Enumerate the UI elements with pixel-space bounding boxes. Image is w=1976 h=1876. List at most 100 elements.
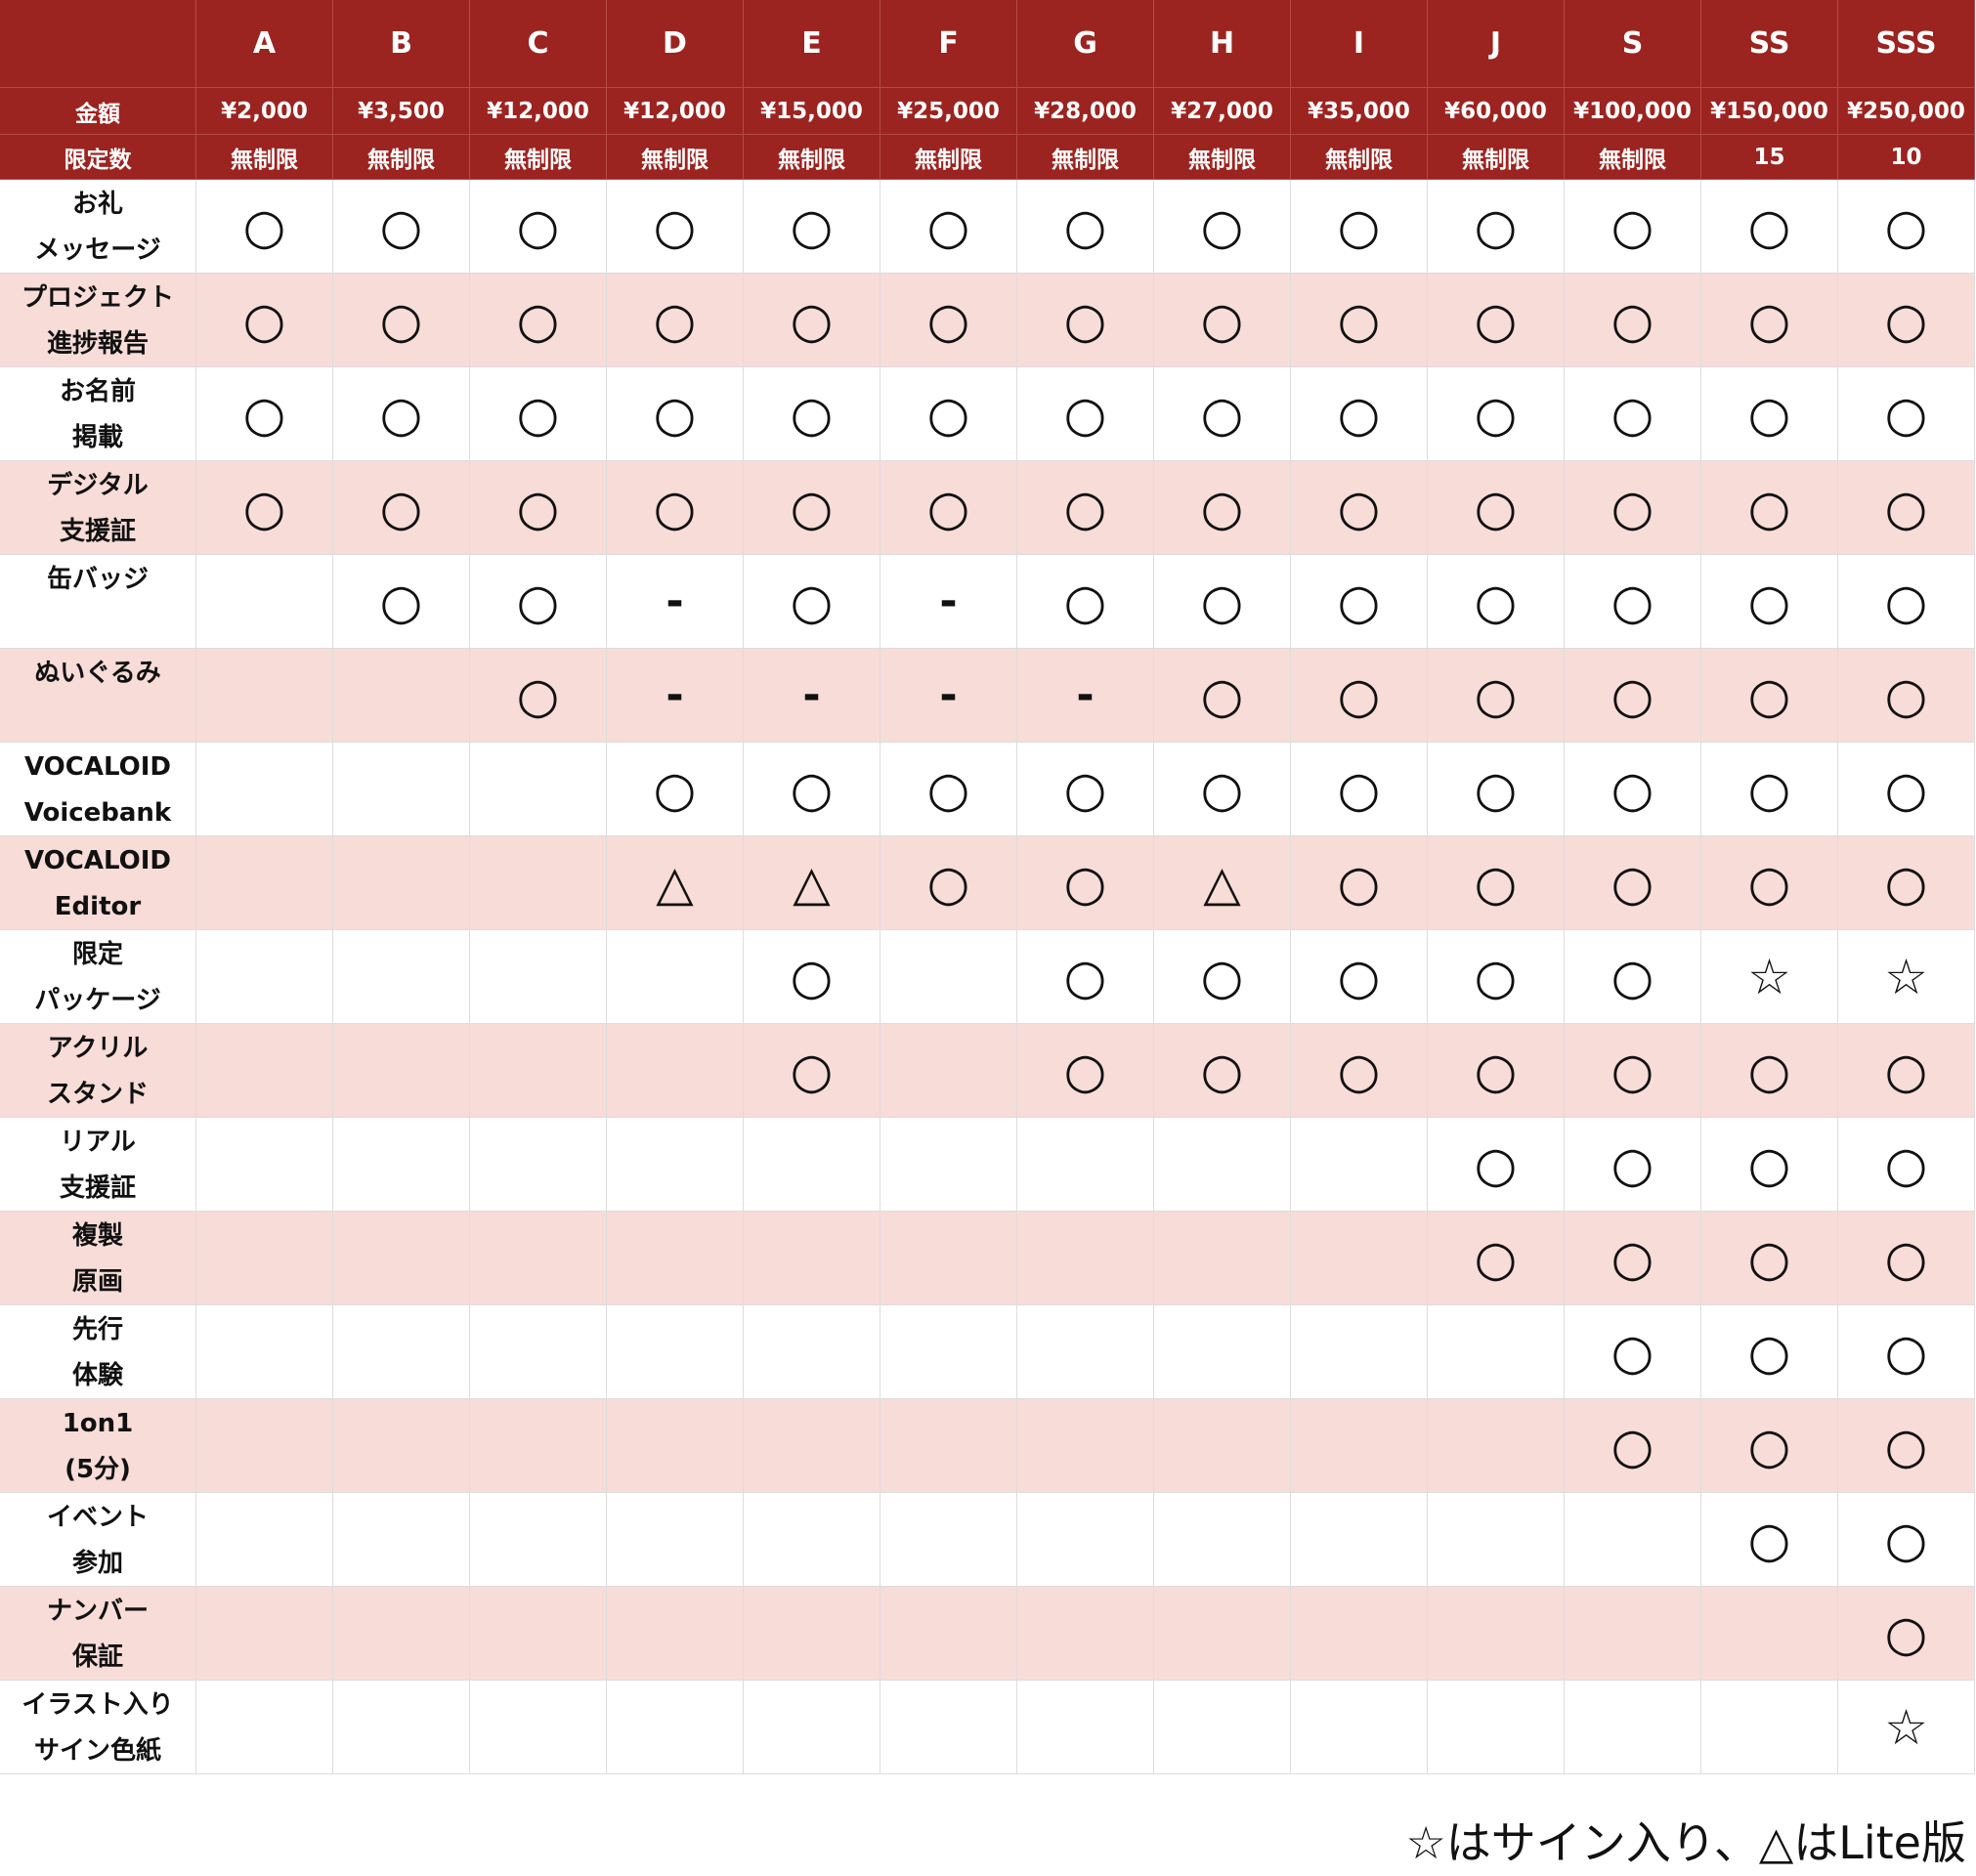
availability-mark: ○ — [470, 555, 607, 649]
availability-mark: ○ — [1701, 180, 1838, 274]
availability-mark: ○ — [470, 461, 607, 555]
empty-cell — [470, 1305, 607, 1399]
empty-cell — [881, 1493, 1017, 1587]
empty-cell — [881, 1681, 1017, 1774]
availability-mark: ○ — [1428, 743, 1565, 836]
availability-mark: ○ — [1565, 649, 1701, 743]
availability-mark: △ — [1154, 836, 1291, 930]
availability-mark: ○ — [1838, 180, 1975, 274]
availability-mark: ☆ — [1838, 930, 1975, 1024]
availability-mark: ○ — [881, 367, 1017, 461]
empty-cell — [196, 1493, 333, 1587]
empty-cell — [1428, 1587, 1565, 1681]
empty-cell — [333, 930, 470, 1024]
availability-mark: - — [881, 649, 1017, 743]
limit: 15 — [1701, 135, 1838, 180]
feature-label-line: メッセージ — [34, 235, 161, 265]
empty-cell — [470, 930, 607, 1024]
availability-mark: ○ — [1428, 1118, 1565, 1212]
availability-mark: ○ — [1017, 367, 1154, 461]
availability-mark: ○ — [1565, 836, 1701, 930]
empty-cell — [333, 1587, 470, 1681]
empty-cell — [1428, 1399, 1565, 1493]
availability-mark: ○ — [1154, 1024, 1291, 1118]
availability-mark: ○ — [1017, 461, 1154, 555]
feature-label-line: 体験 — [71, 1361, 123, 1390]
availability-mark: ○ — [881, 461, 1017, 555]
availability-mark: ○ — [1565, 1399, 1701, 1493]
limit: 無制限 — [1565, 135, 1701, 180]
feature-label-line: お礼 — [71, 190, 123, 219]
limit: 無制限 — [881, 135, 1017, 180]
availability-mark: ○ — [1838, 1212, 1975, 1305]
tier-header: D — [607, 0, 744, 88]
feature-label-line: 進捗報告 — [46, 329, 149, 359]
empty-cell — [470, 1024, 607, 1118]
feature-label-line: デジタル — [47, 471, 149, 500]
availability-mark: ○ — [470, 367, 607, 461]
availability-mark: ○ — [1017, 836, 1154, 930]
availability-mark: ○ — [1428, 555, 1565, 649]
empty-cell — [607, 1118, 744, 1212]
feature-label: 複製 原画 — [0, 1212, 196, 1305]
availability-mark: ○ — [1838, 743, 1975, 836]
availability-mark: ○ — [1838, 555, 1975, 649]
feature-label-line: VOCALOID — [24, 752, 171, 782]
availability-mark: ○ — [1701, 649, 1838, 743]
feature-label-line: 掲載 — [71, 423, 123, 452]
empty-cell — [1291, 1305, 1428, 1399]
empty-cell — [1565, 1587, 1701, 1681]
empty-cell — [1291, 1681, 1428, 1774]
availability-mark: ○ — [1838, 836, 1975, 930]
feature-label-line: ぬいぐるみ — [34, 659, 161, 688]
feature-label-line: Editor — [54, 892, 142, 921]
availability-mark: ○ — [1565, 555, 1701, 649]
empty-cell — [607, 1399, 744, 1493]
availability-mark: ○ — [1565, 367, 1701, 461]
availability-mark: ○ — [1428, 274, 1565, 367]
availability-mark: ○ — [1428, 1212, 1565, 1305]
tier-header: A — [196, 0, 333, 88]
availability-mark: ○ — [1838, 367, 1975, 461]
availability-mark: ○ — [1701, 1118, 1838, 1212]
empty-cell — [1017, 1305, 1154, 1399]
empty-cell — [607, 1493, 744, 1587]
availability-mark: ○ — [333, 555, 470, 649]
availability-mark: ○ — [1565, 274, 1701, 367]
empty-cell — [470, 1212, 607, 1305]
availability-mark: ○ — [1701, 1493, 1838, 1587]
feature-label-line: リアル — [60, 1128, 136, 1157]
empty-cell — [196, 1399, 333, 1493]
availability-mark: ○ — [470, 649, 607, 743]
empty-cell — [1428, 1681, 1565, 1774]
empty-cell — [1017, 1587, 1154, 1681]
feature-label-line: お名前 — [59, 377, 136, 406]
availability-mark: ○ — [744, 743, 881, 836]
availability-mark: ○ — [1291, 461, 1428, 555]
empty-cell — [881, 1587, 1017, 1681]
empty-cell — [744, 1212, 881, 1305]
availability-mark: ○ — [1017, 1024, 1154, 1118]
empty-cell — [1291, 1118, 1428, 1212]
availability-mark: ○ — [1701, 367, 1838, 461]
availability-mark: ○ — [1017, 930, 1154, 1024]
empty-cell — [196, 1305, 333, 1399]
availability-mark: ○ — [1838, 1493, 1975, 1587]
availability-mark: ○ — [1838, 1024, 1975, 1118]
empty-cell — [470, 1493, 607, 1587]
empty-cell — [1565, 1493, 1701, 1587]
empty-cell — [1701, 1681, 1838, 1774]
availability-mark: ○ — [333, 274, 470, 367]
availability-mark: ○ — [1017, 555, 1154, 649]
availability-mark: ○ — [1701, 461, 1838, 555]
feature-label: イベント 参加 — [0, 1493, 196, 1587]
feature-label-line: (5分) — [64, 1455, 131, 1484]
feature-label-line: 支援証 — [59, 1173, 136, 1203]
availability-mark: ○ — [1017, 274, 1154, 367]
price: ¥2,000 — [196, 88, 333, 135]
feature-label-line: アクリル — [47, 1034, 149, 1063]
limit: 無制限 — [607, 135, 744, 180]
price: ¥15,000 — [744, 88, 881, 135]
feature-label: デジタル 支援証 — [0, 461, 196, 555]
